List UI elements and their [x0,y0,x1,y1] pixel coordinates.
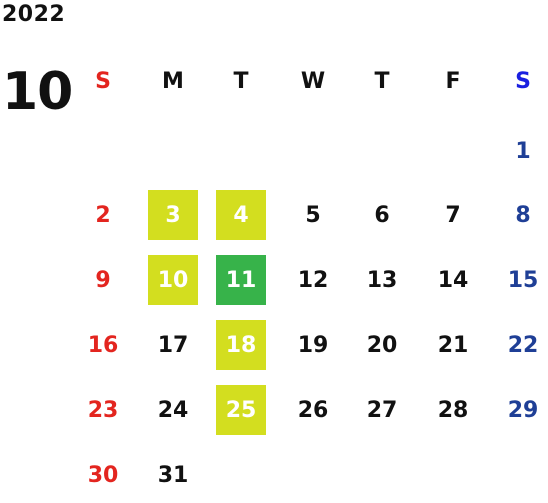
highlighted-day-cell[interactable]: 10 [148,255,198,305]
day-cell[interactable]: 14 [437,267,469,293]
month-number: 10 [2,62,73,122]
highlighted-day-cell[interactable]: 11 [216,255,266,305]
day-cell[interactable]: 12 [297,267,329,293]
day-cell[interactable]: 15 [507,267,539,293]
weekday-header: S [95,68,111,94]
highlighted-day-cell[interactable]: 18 [216,320,266,370]
year-label: 2022 [2,2,66,27]
day-cell[interactable]: 7 [445,202,461,228]
day-cell[interactable]: 5 [305,202,321,228]
day-cell[interactable]: 1 [515,138,531,164]
day-cell[interactable]: 26 [297,397,329,423]
day-cell[interactable]: 23 [87,397,119,423]
highlighted-day-cell[interactable]: 4 [216,190,266,240]
day-cell[interactable]: 30 [87,462,119,488]
weekday-header: T [233,68,249,94]
weekday-header: F [445,68,461,94]
day-cell[interactable]: 17 [157,332,189,358]
weekday-header: M [162,68,184,94]
day-cell[interactable]: 20 [366,332,398,358]
day-cell[interactable]: 22 [507,332,539,358]
highlighted-day-cell[interactable]: 25 [216,385,266,435]
day-cell[interactable]: 13 [366,267,398,293]
day-cell[interactable]: 27 [366,397,398,423]
day-cell[interactable]: 24 [157,397,189,423]
day-cell[interactable]: 19 [297,332,329,358]
highlighted-day-cell[interactable]: 3 [148,190,198,240]
day-cell[interactable]: 2 [95,202,111,228]
day-cell[interactable]: 8 [515,202,531,228]
day-cell[interactable]: 6 [374,202,390,228]
day-cell[interactable]: 16 [87,332,119,358]
weekday-header: W [300,68,326,94]
day-cell[interactable]: 31 [157,462,189,488]
day-cell[interactable]: 9 [95,267,111,293]
day-cell[interactable]: 21 [437,332,469,358]
day-cell[interactable]: 29 [507,397,539,423]
weekday-header: S [515,68,531,94]
weekday-header: T [374,68,390,94]
day-cell[interactable]: 28 [437,397,469,423]
